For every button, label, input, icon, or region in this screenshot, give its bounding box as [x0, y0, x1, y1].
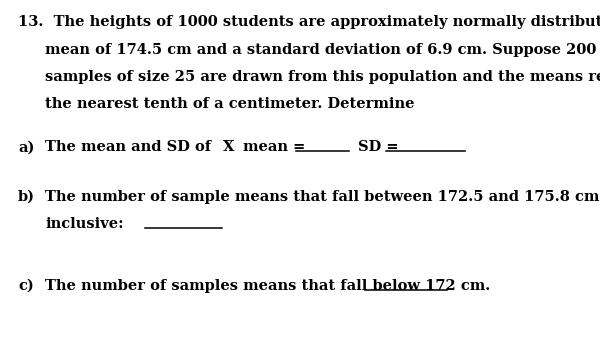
Text: mean =: mean = [243, 140, 305, 154]
Text: a): a) [18, 140, 34, 154]
Text: The mean and SD of: The mean and SD of [45, 140, 211, 154]
Text: c): c) [18, 279, 34, 293]
Text: inclusive:: inclusive: [45, 217, 124, 231]
Text: The number of sample means that fall between 172.5 and 175.8 cm: The number of sample means that fall bet… [45, 190, 599, 204]
Text: the nearest tenth of a centimeter. Determine: the nearest tenth of a centimeter. Deter… [45, 97, 415, 111]
Text: 13.  The heights of 1000 students are approximately normally distributed with a: 13. The heights of 1000 students are app… [18, 15, 600, 29]
Text: b): b) [18, 190, 35, 204]
Text: mean of 174.5 cm and a standard deviation of 6.9 cm. Suppose 200 random: mean of 174.5 cm and a standard deviatio… [45, 43, 600, 57]
Text: The number of samples means that fall below 172 cm.: The number of samples means that fall be… [45, 279, 490, 293]
Text: X̅: X̅ [223, 140, 235, 154]
Text: SD =: SD = [358, 140, 398, 154]
Text: samples of size 25 are drawn from this population and the means recorded to: samples of size 25 are drawn from this p… [45, 70, 600, 84]
